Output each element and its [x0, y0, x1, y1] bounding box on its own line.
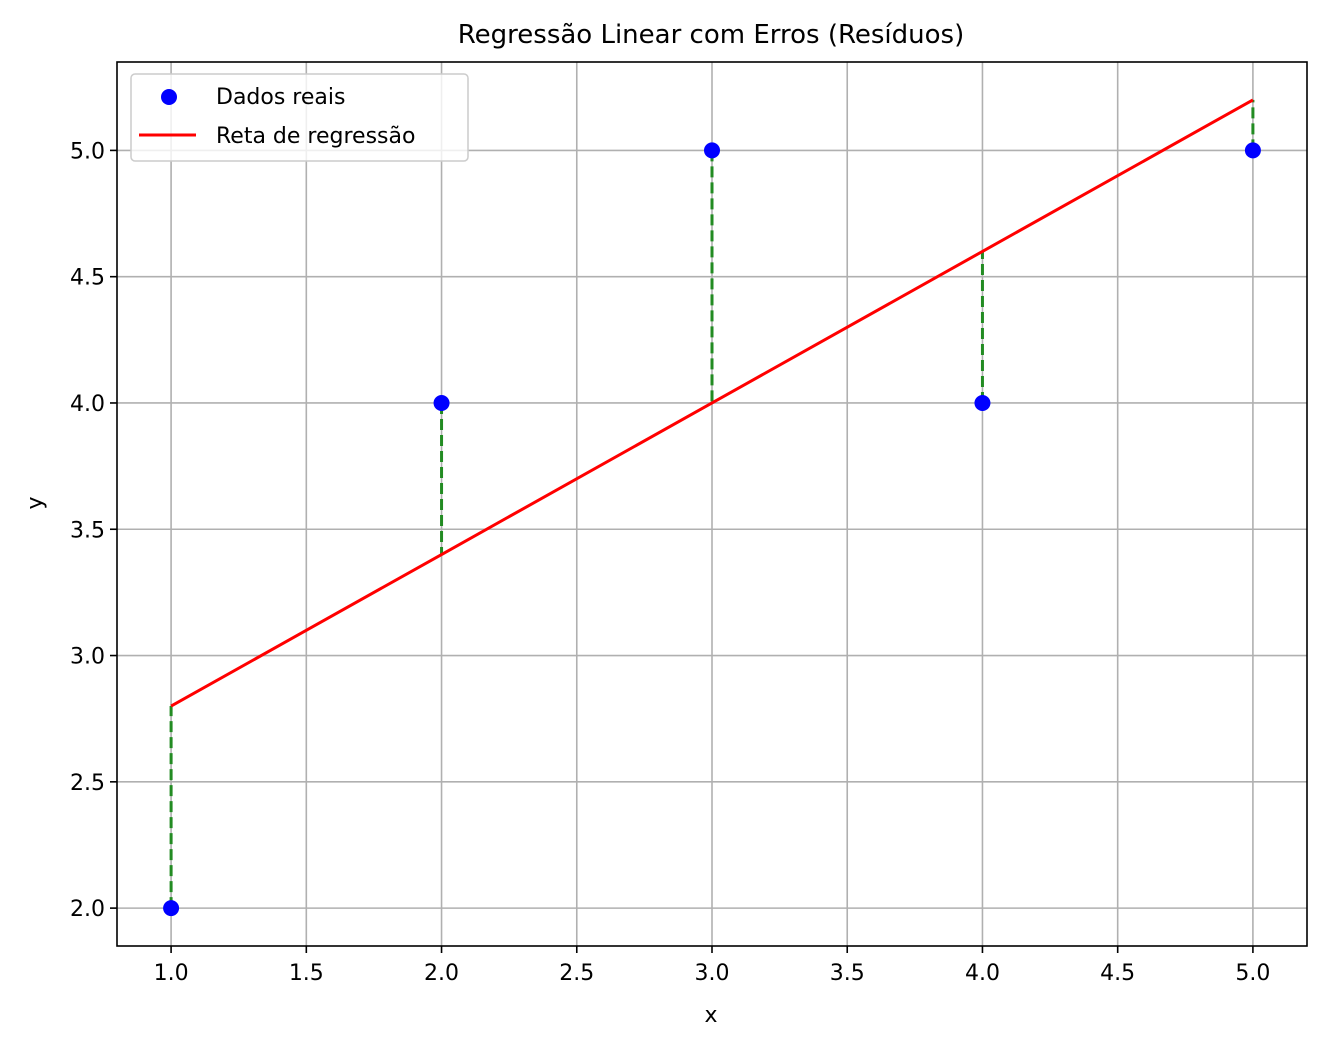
- y-axis-label: y: [23, 496, 48, 509]
- y-tick-label: 3.5: [70, 518, 105, 543]
- x-tick-label: 5.0: [1235, 961, 1270, 986]
- data-point: [974, 394, 991, 411]
- regression-line-layer: [170, 98, 1254, 708]
- residual-lines: [169, 99, 1255, 909]
- x-tick-label: 1.0: [154, 961, 189, 986]
- data-point: [163, 900, 180, 917]
- x-tick-label: 2.5: [559, 961, 594, 986]
- y-tick-label: 3.0: [70, 645, 105, 670]
- y-tick-label: 2.0: [70, 897, 105, 922]
- x-tick-label: 3.5: [830, 961, 865, 986]
- legend: Dados reais Reta de regressão: [130, 73, 469, 162]
- x-axis-ticks: 1.0 1.5 2.0 2.5 3.0 3.5 4.0 4.5 5.0: [154, 946, 1270, 986]
- y-tick-label: 4.5: [70, 266, 105, 291]
- x-tick-label: 4.0: [965, 961, 1000, 986]
- data-point: [704, 142, 720, 159]
- data-point: [1244, 142, 1261, 159]
- y-axis-ticks: 2.0 2.5 3.0 3.5 4.0 4.5 5.0: [70, 139, 117, 922]
- x-tick-label: 2.0: [424, 961, 459, 986]
- chart-title: Regressão Linear com Erros (Resíduos): [458, 20, 964, 50]
- regression-line: [170, 98, 1254, 708]
- y-tick-label: 5.0: [70, 139, 105, 164]
- x-tick-label: 1.5: [289, 961, 324, 986]
- legend-scatter-marker: [161, 89, 177, 105]
- x-axis-label: x: [704, 1003, 717, 1028]
- y-tick-label: 2.5: [70, 771, 105, 796]
- data-points: [163, 142, 1261, 917]
- legend-entry-dados-reais: Dados reais: [216, 85, 345, 110]
- x-tick-label: 4.5: [1100, 961, 1135, 986]
- y-tick-label: 4.0: [70, 392, 105, 417]
- legend-box: [130, 73, 469, 162]
- data-point: [433, 394, 450, 411]
- x-tick-label: 3.0: [695, 961, 730, 986]
- legend-entry-reta-de-regressao: Reta de regressão: [216, 124, 415, 149]
